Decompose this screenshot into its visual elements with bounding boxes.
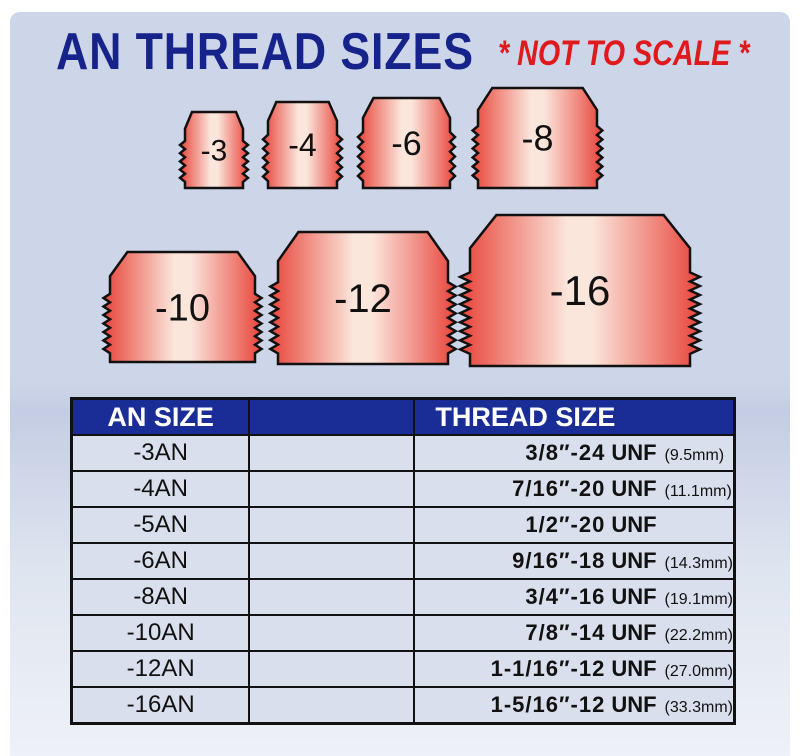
thread-standard: UNF — [611, 620, 657, 645]
header-an-size: AN SIZE — [70, 397, 251, 436]
an-size-cell: -10AN — [70, 614, 251, 652]
thread-diameter-mm: (22.2mm) — [664, 627, 733, 644]
fitting-label: -12 — [334, 277, 392, 321]
blank-cell — [248, 434, 416, 472]
thread-diameter-mm: (11.1mm) — [664, 483, 732, 500]
fitting: -16 — [457, 213, 703, 368]
fitting: -12 — [267, 230, 459, 366]
blank-cell — [248, 470, 416, 508]
fitting: -3 — [178, 110, 250, 190]
table-row: -12AN 1-1/16″-12 UNF (27.0mm) — [70, 650, 736, 688]
thread-size-table: AN SIZE THREAD SIZE -3AN 3/8″-24 UNF (9.5mm… — [70, 397, 736, 725]
fitting-shape — [470, 86, 605, 190]
thread-standard: UNF — [611, 656, 657, 681]
table-row: -6AN 9/16″-18 UNF (14.3mm) — [70, 542, 736, 580]
blank-cell — [248, 614, 416, 652]
header-thread-size: THREAD SIZE — [413, 397, 736, 436]
thread-standard: UNF — [611, 584, 657, 609]
fitting-shape — [457, 213, 703, 368]
thread-size-cell: 9/16″-18 UNF (14.3mm) — [413, 542, 736, 580]
thread-diameter-mm: (19.1mm) — [664, 591, 733, 608]
thread-size-cell: 1-1/16″-12 UNF (27.0mm) — [413, 650, 736, 688]
fitting-shape — [267, 230, 459, 366]
fittings-diagram: -3 -4 -6 -8 -10 -12 -16 — [101, 86, 703, 368]
thread-size-cell: 7/8″-14 UNF (22.2mm) — [413, 614, 736, 652]
thread-diameter-mm: (9.5mm) — [664, 447, 725, 464]
thread-size: 7/8″-14 — [525, 620, 606, 645]
an-size-cell: -8AN — [70, 578, 251, 616]
fitting-label: -6 — [391, 125, 421, 163]
thread-size: 3/4″-16 — [525, 584, 606, 609]
thread-size-cell: 3/4″-16 UNF (19.1mm) — [413, 578, 736, 616]
thread-size: 3/8″-24 — [525, 440, 606, 465]
fitting-shape — [101, 250, 264, 364]
table-row: -16AN 1-5/16″-12 UNF (33.3mm) — [70, 686, 736, 725]
thread-size-cell: 7/16″-20 UNF (11.1mm) — [413, 470, 736, 508]
fitting: -10 — [101, 250, 264, 364]
thread-size: 7/16″-20 — [512, 476, 606, 501]
thread-diameter-mm: (33.3mm) — [664, 699, 733, 716]
thread-size-cell: 1/2″-20 UNF — [413, 506, 736, 544]
fitting-label: -3 — [201, 135, 228, 168]
blank-cell — [248, 506, 416, 544]
thread-standard: UNF — [611, 692, 657, 717]
blank-cell — [248, 542, 416, 580]
thread-standard: UNF — [611, 476, 657, 501]
blank-cell — [248, 578, 416, 616]
fitting: -6 — [356, 96, 457, 190]
table-row: -10AN 7/8″-14 UNF (22.2mm) — [70, 614, 736, 652]
an-size-cell: -3AN — [70, 434, 251, 472]
thread-size-cell: 3/8″-24 UNF (9.5mm) — [413, 434, 736, 472]
thread-diameter-mm: (14.3mm) — [664, 555, 733, 572]
thread-size: 1-5/16″-12 — [490, 692, 606, 717]
an-size-cell: -16AN — [70, 686, 251, 725]
page-title: AN THREAD SIZES — [56, 23, 474, 81]
fitting-label: -10 — [155, 287, 210, 329]
thread-size: 1-1/16″-12 — [490, 656, 606, 681]
fitting-label: -8 — [521, 118, 553, 159]
table-row: -4AN 7/16″-20 UNF (11.1mm) — [70, 470, 736, 508]
fitting-shape — [178, 110, 250, 190]
thread-size: 1/2″-20 — [525, 512, 606, 537]
blank-cell — [248, 650, 416, 688]
an-size-cell: -6AN — [70, 542, 251, 580]
table-row: -5AN 1/2″-20 UNF — [70, 506, 736, 544]
not-to-scale-note: * NOT TO SCALE * — [498, 34, 750, 73]
an-size-cell: -4AN — [70, 470, 251, 508]
header-blank — [248, 397, 416, 436]
table-row: -8AN 3/4″-16 UNF (19.1mm) — [70, 578, 736, 616]
fitting-shape — [356, 96, 457, 190]
an-size-cell: -12AN — [70, 650, 251, 688]
thread-standard: UNF — [611, 440, 657, 465]
fitting-shape — [261, 100, 344, 190]
thread-size-cell: 1-5/16″-12 UNF (33.3mm) — [413, 686, 736, 725]
thread-standard: UNF — [611, 548, 657, 573]
fitting-label: -4 — [288, 127, 316, 163]
an-size-cell: -5AN — [70, 506, 251, 544]
thread-standard: UNF — [611, 512, 657, 537]
thread-diameter-mm: (27.0mm) — [664, 663, 733, 680]
fitting: -8 — [470, 86, 605, 190]
blank-cell — [248, 686, 416, 725]
fitting-label: -16 — [550, 267, 611, 314]
thread-size: 9/16″-18 — [512, 548, 606, 573]
fitting: -4 — [261, 100, 344, 190]
table-row: -3AN 3/8″-24 UNF (9.5mm) — [70, 434, 736, 472]
table-header-row: AN SIZE THREAD SIZE — [70, 397, 736, 436]
